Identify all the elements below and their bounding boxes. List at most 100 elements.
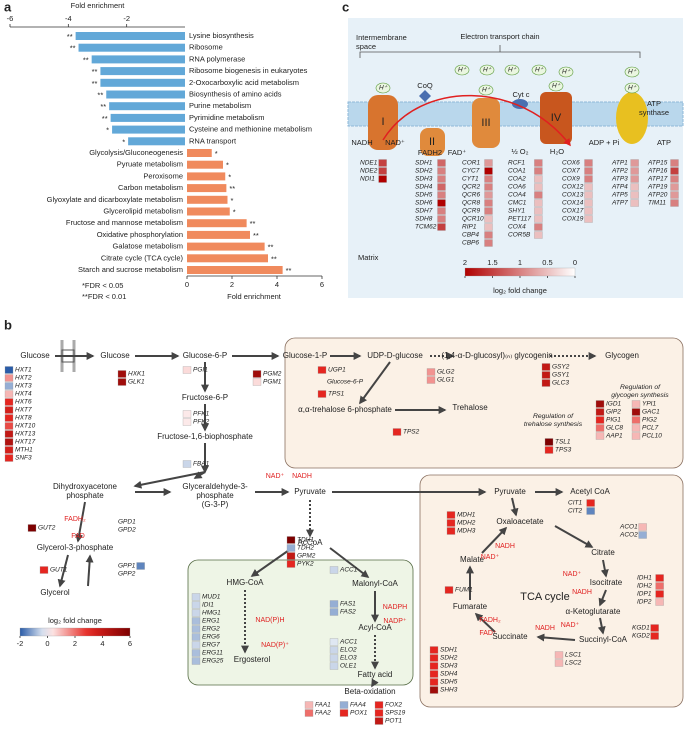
metabolite: Glucose-6-P (183, 351, 227, 360)
legend-title: log₂ fold change (48, 616, 102, 625)
gene-label: RIP1 (462, 224, 477, 231)
heat-cell (484, 159, 493, 167)
significance: ** (92, 67, 98, 76)
heat-cell (638, 523, 647, 531)
heat-cell (554, 659, 564, 667)
gene-label: CIT1 (568, 500, 582, 507)
heat-cell (650, 632, 659, 640)
gene-label: TPS3 (555, 447, 572, 454)
legend-tick-label: 2 (463, 258, 467, 267)
gene-label: FAA2 (315, 710, 331, 717)
gene-label: UGP1 (328, 367, 346, 374)
gene-label: SDH1 (440, 647, 458, 654)
cofactor: NAD⁺ (563, 571, 582, 578)
significance: ** (100, 102, 106, 111)
gene-label: PCL7 (642, 425, 659, 432)
proton-bubble (454, 64, 470, 76)
significance: * (233, 207, 236, 216)
heat-cell (378, 175, 387, 183)
proton-label: H⁺ (562, 69, 571, 76)
gene-label: GLC8 (606, 425, 623, 432)
heat-cell (534, 223, 543, 231)
bar (187, 207, 230, 216)
heat-cell (374, 701, 384, 709)
gene-label: TSL1 (555, 439, 571, 446)
gene-label: OLE1 (340, 663, 357, 670)
category-label: Purine metabolism (189, 101, 251, 110)
proton-label: H⁺ (379, 85, 388, 92)
metabolite: Malate (460, 555, 485, 564)
heat-cell (655, 574, 664, 582)
gene-label: SDH6 (415, 200, 433, 207)
gene-label: QCR8 (462, 200, 480, 207)
heat-cell (437, 215, 446, 223)
heat-cell (437, 207, 446, 215)
metabolite: Glycerol (40, 588, 70, 597)
gene-label: SDH3 (440, 663, 458, 670)
cofactor: NADH (535, 625, 555, 632)
heat-cell (584, 191, 593, 199)
proton-label: H⁺ (628, 85, 637, 92)
gene-label: ELO3 (340, 655, 357, 662)
x-tick-label: -2 (123, 14, 130, 23)
metabolite: Acetyl CoA (570, 487, 610, 496)
gene-label: NDE2 (360, 168, 378, 175)
heat-cell (339, 709, 349, 717)
gene-label: GPP1 (118, 563, 136, 570)
metabolite: Malonyl-CoA (352, 579, 398, 588)
x-tick-label: 2 (230, 280, 234, 289)
etc-label: ATP (647, 99, 661, 108)
heat-cell (4, 438, 14, 446)
legend-tick-label: 4 (100, 639, 104, 648)
gene-label: PFK1 (193, 411, 210, 418)
heat-cell (484, 239, 493, 247)
heat-cell (446, 527, 456, 535)
heat-cell (484, 191, 493, 199)
heat-cell (544, 446, 554, 454)
gene-label: ATP4 (611, 184, 628, 191)
gene-label: CYT1 (462, 176, 479, 183)
x-tick-label: -4 (65, 14, 72, 23)
category-label: Fructose and mannose metabolism (66, 218, 183, 227)
gene-label: POX1 (350, 710, 368, 717)
heat-cell (631, 408, 641, 416)
tca-box (419, 474, 684, 708)
metabolite: Fumarate (453, 602, 488, 611)
heat-cell (584, 207, 593, 215)
heat-cell (534, 199, 543, 207)
gene-label: COA2 (508, 176, 526, 183)
panel-label: a (4, 0, 12, 14)
gene-label: COA6 (508, 184, 526, 191)
gene-label: IDP1 (637, 591, 652, 598)
heat-cell (655, 590, 664, 598)
cofactor: NADH (572, 589, 592, 596)
heat-cell (437, 183, 446, 191)
heat-cell (541, 371, 551, 379)
heat-cell (484, 223, 493, 231)
bar (187, 172, 226, 181)
etc-label: NADH (351, 138, 372, 147)
heat-cell (329, 662, 339, 670)
gene-label: CIT2 (568, 508, 582, 515)
heat-cell (4, 430, 14, 438)
heat-cell (446, 519, 456, 527)
x-tick-label: -6 (7, 14, 14, 23)
heat-cell (534, 175, 543, 183)
gene-label: LSC2 (565, 660, 582, 667)
gene-label: COX19 (562, 216, 584, 223)
gene-label: PGM2 (263, 371, 282, 378)
metabolite: Trehalose (452, 403, 488, 412)
heat-cell (429, 662, 439, 670)
category-label: Glycolysis/Gluconeogenesis (89, 148, 183, 157)
heat-cell (339, 701, 349, 709)
etc-label: II (429, 136, 435, 148)
proton-bubble (375, 82, 391, 94)
significance: ** (271, 254, 277, 263)
heat-cell (437, 191, 446, 199)
gene-label: COX4 (508, 224, 526, 231)
gene-label: HXK1 (128, 371, 145, 378)
heat-cell (329, 600, 339, 608)
heat-cell (630, 159, 639, 167)
heat-cell (484, 215, 493, 223)
heat-cell (182, 366, 192, 374)
